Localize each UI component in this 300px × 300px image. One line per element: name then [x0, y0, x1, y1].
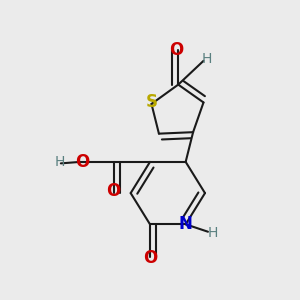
Text: H: H	[202, 52, 212, 66]
Text: H: H	[207, 226, 218, 240]
Text: N: N	[179, 215, 193, 233]
Text: O: O	[143, 250, 157, 268]
Text: H: H	[54, 155, 64, 170]
Text: O: O	[75, 153, 90, 171]
Text: O: O	[106, 182, 120, 200]
Text: S: S	[146, 93, 158, 111]
Text: O: O	[169, 41, 183, 59]
